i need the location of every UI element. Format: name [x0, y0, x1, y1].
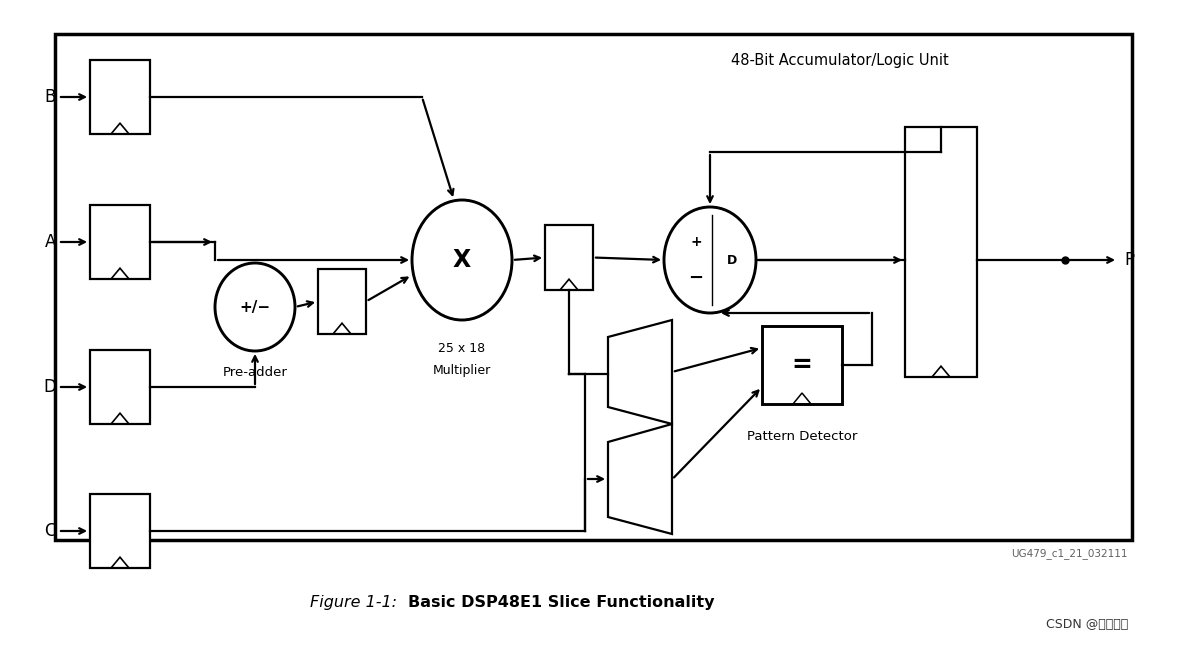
Bar	[90, 205, 150, 279]
Text: CSDN @黌明之光: CSDN @黌明之光	[1046, 618, 1128, 630]
Bar	[90, 60, 150, 134]
Text: D: D	[43, 378, 57, 396]
Text: C: C	[45, 522, 57, 540]
Text: P: P	[1125, 251, 1134, 269]
Text: Pattern Detector: Pattern Detector	[746, 430, 857, 442]
Bar	[318, 269, 366, 334]
Bar	[762, 326, 842, 404]
Text: Basic DSP48E1 Slice Functionality: Basic DSP48E1 Slice Functionality	[408, 594, 714, 610]
Text: −: −	[689, 269, 703, 287]
Text: Figure 1-1:: Figure 1-1:	[309, 594, 397, 610]
Ellipse shape	[412, 200, 512, 320]
Text: X: X	[453, 248, 471, 272]
Text: Multiplier: Multiplier	[433, 363, 491, 377]
Ellipse shape	[216, 263, 295, 351]
Text: =: =	[791, 353, 813, 377]
Text: +/−: +/−	[240, 299, 271, 314]
Text: Pre-adder: Pre-adder	[223, 365, 288, 379]
Text: 48-Bit Accumulator/Logic Unit: 48-Bit Accumulator/Logic Unit	[731, 52, 949, 68]
Text: A: A	[45, 233, 57, 251]
Bar	[90, 350, 150, 424]
Text: D: D	[727, 254, 737, 267]
Text: 25 x 18: 25 x 18	[438, 342, 485, 354]
Ellipse shape	[663, 207, 756, 313]
Bar	[905, 127, 976, 377]
Bar	[90, 494, 150, 568]
Text: UG479_c1_21_032111: UG479_c1_21_032111	[1011, 549, 1128, 559]
Text: +: +	[690, 235, 702, 249]
Bar	[545, 225, 594, 290]
Bar	[55, 34, 1132, 540]
Text: B: B	[45, 88, 57, 106]
